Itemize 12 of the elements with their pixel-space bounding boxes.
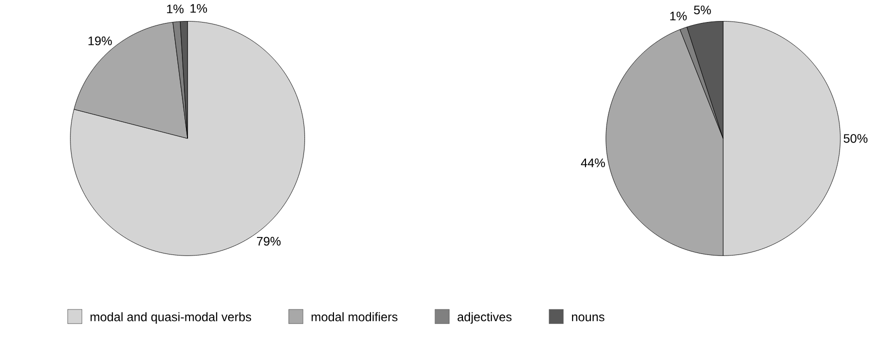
data-label: 5% [694,6,711,14]
legend-label: modal modifiers [312,312,398,322]
data-label: 19% [88,36,112,46]
data-label: 1% [167,4,184,14]
data-label: 50% [844,134,868,143]
data-label: 1% [190,4,207,13]
data-label: 1% [670,12,687,20]
data-label: 44% [580,158,605,168]
data-label: 79% [256,236,281,246]
legend-label: adjectives [458,312,512,324]
legend-label: modal and quasi-modal verbs [90,312,252,324]
legend-label: nouns [572,314,604,322]
